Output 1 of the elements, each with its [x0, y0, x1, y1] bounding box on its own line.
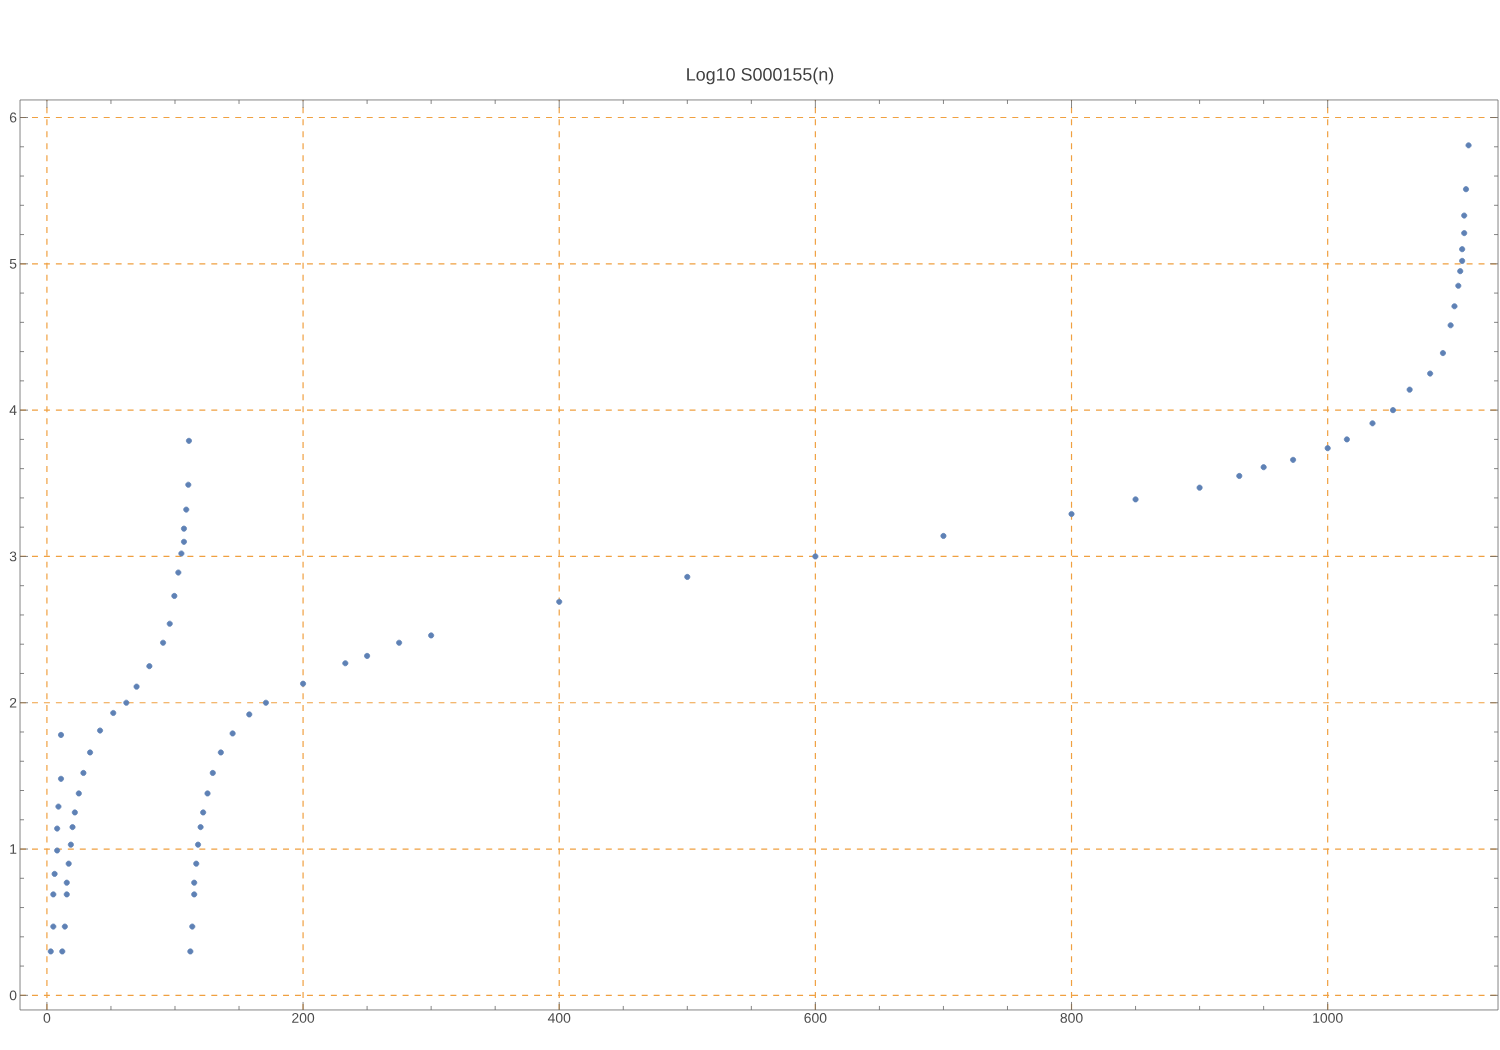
chart-title: Log10 S000155(n): [687, 67, 834, 85]
